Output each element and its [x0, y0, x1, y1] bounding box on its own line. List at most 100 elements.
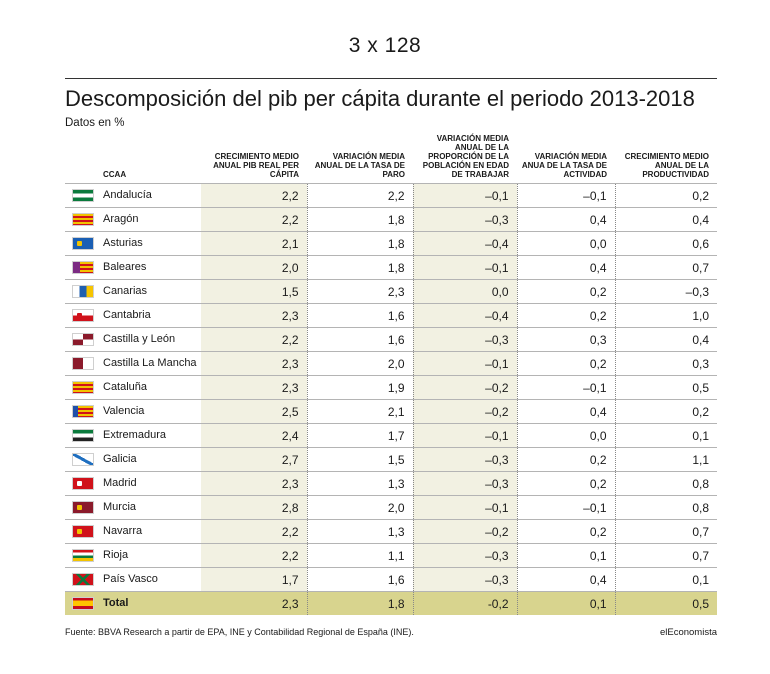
productividad-cell: 0,7 — [614, 519, 717, 544]
actividad-cell: 0,0 — [516, 231, 615, 256]
pib-per-capita-cell: 2,3 — [201, 351, 307, 376]
header-ccaa: CCAA — [103, 170, 127, 179]
table-row: Castilla y León 2,2 1,6 –0,3 0,3 0,4 — [65, 327, 717, 352]
region-cell: Murcia — [65, 495, 201, 520]
region-name: Valencia — [103, 405, 145, 417]
productividad-cell: 0,5 — [614, 591, 717, 615]
tasa-paro-cell: 1,3 — [306, 471, 413, 496]
actividad-cell: 0,4 — [516, 567, 615, 592]
actividad-cell: 0,3 — [516, 327, 615, 352]
actividad-cell: 0,2 — [516, 519, 615, 544]
productividad-cell: 0,4 — [614, 327, 717, 352]
region-cell: Galicia — [65, 447, 201, 472]
poblacion-cell: –0,3 — [412, 471, 517, 496]
region-cell: Castilla La Mancha — [65, 351, 201, 376]
tasa-paro-cell: 1,9 — [306, 375, 413, 400]
top-rule — [65, 78, 717, 79]
productividad-cell: 0,7 — [614, 255, 717, 280]
actividad-cell: 0,1 — [516, 591, 615, 615]
region-name: Castilla La Mancha — [103, 357, 197, 369]
pib-per-capita-cell: 2,3 — [201, 303, 307, 328]
rioja-flag-icon — [72, 549, 94, 562]
tasa-paro-cell: 1,8 — [306, 231, 413, 256]
tasa-paro-cell: 2,3 — [306, 279, 413, 304]
region-cell: Andalucía — [65, 183, 201, 208]
actividad-cell: –0,1 — [516, 375, 615, 400]
table-row: Castilla La Mancha 2,3 2,0 –0,1 0,2 0,3 — [65, 351, 717, 376]
pib-per-capita-cell: 2,8 — [201, 495, 307, 520]
cataluna-flag-icon — [72, 381, 94, 394]
actividad-cell: 0,4 — [516, 399, 615, 424]
header-tasa-actividad: VARIACIÓN MEDIA ANUA DE LA TASA DE ACTIV… — [521, 152, 607, 179]
productividad-cell: 0,6 — [614, 231, 717, 256]
poblacion-cell: –0,4 — [412, 231, 517, 256]
region-cell: Extremadura — [65, 423, 201, 448]
poblacion-cell: 0,0 — [412, 279, 517, 304]
region-cell: Cantabria — [65, 303, 201, 328]
header-productividad: CRECIMIENTO MEDIO ANUAL DE LA PRODUCTIVI… — [624, 152, 709, 179]
region-name: Baleares — [103, 261, 147, 273]
region-name: Canarias — [103, 285, 148, 297]
source-note: Fuente: BBVA Research a partir de EPA, I… — [65, 627, 414, 637]
header-pib-per-capita: CRECIMIENTO MEDIO ANUAL PIB REAL PER CÁP… — [213, 152, 299, 179]
madrid-flag-icon — [72, 477, 94, 490]
aragon-flag-icon — [72, 213, 94, 226]
pib-per-capita-cell: 2,3 — [201, 591, 307, 615]
region-cell: Madrid — [65, 471, 201, 496]
galicia-flag-icon — [72, 453, 94, 466]
productividad-cell: 1,1 — [614, 447, 717, 472]
pais-vasco-flag-icon — [72, 573, 94, 586]
pib-per-capita-cell: 2,2 — [201, 519, 307, 544]
region-name: Cataluña — [103, 381, 148, 393]
actividad-cell: –0,1 — [516, 183, 615, 208]
pib-per-capita-cell: 2,3 — [201, 375, 307, 400]
region-cell: Asturias — [65, 231, 201, 256]
tasa-paro-cell: 2,1 — [306, 399, 413, 424]
table-row: Andalucía 2,2 2,2 –0,1 –0,1 0,2 — [65, 183, 717, 208]
poblacion-cell: –0,1 — [412, 423, 517, 448]
pib-per-capita-cell: 2,3 — [201, 471, 307, 496]
region-cell: Total — [65, 591, 201, 615]
espana-flag-icon — [72, 597, 94, 610]
region-cell: Rioja — [65, 543, 201, 568]
table-row: Cataluña 2,3 1,9 –0,2 –0,1 0,5 — [65, 375, 717, 400]
table-row: Galicia 2,7 1,5 –0,3 0,2 1,1 — [65, 447, 717, 472]
poblacion-cell: –0,3 — [412, 327, 517, 352]
region-cell: Aragón — [65, 207, 201, 232]
productividad-cell: 0,4 — [614, 207, 717, 232]
region-name: Castilla y León — [103, 333, 176, 345]
region-cell: Navarra — [65, 519, 201, 544]
region-cell: Canarias — [65, 279, 201, 304]
pib-per-capita-cell: 1,5 — [201, 279, 307, 304]
actividad-cell: 0,2 — [516, 447, 615, 472]
actividad-cell: 0,4 — [516, 255, 615, 280]
page-subtitle: Datos en % — [65, 117, 125, 129]
pib-per-capita-cell: 2,2 — [201, 327, 307, 352]
productividad-cell: 0,8 — [614, 495, 717, 520]
productividad-cell: 1,0 — [614, 303, 717, 328]
actividad-cell: 0,0 — [516, 423, 615, 448]
poblacion-cell: –0,3 — [412, 207, 517, 232]
poblacion-cell: –0,1 — [412, 351, 517, 376]
actividad-cell: 0,2 — [516, 351, 615, 376]
pib-per-capita-cell: 2,2 — [201, 543, 307, 568]
region-name: Asturias — [103, 237, 143, 249]
tasa-paro-cell: 2,0 — [306, 495, 413, 520]
poblacion-cell: –0,1 — [412, 255, 517, 280]
tasa-paro-cell: 1,6 — [306, 567, 413, 592]
tasa-paro-cell: 1,3 — [306, 519, 413, 544]
region-name: Murcia — [103, 501, 137, 513]
region-cell: País Vasco — [65, 567, 201, 592]
table-row: Asturias 2,1 1,8 –0,4 0,0 0,6 — [65, 231, 717, 256]
region-cell: Castilla y León — [65, 327, 201, 352]
asturias-flag-icon — [72, 237, 94, 250]
region-name: Navarra — [103, 525, 143, 537]
tasa-paro-cell: 1,6 — [306, 327, 413, 352]
productividad-cell: –0,3 — [614, 279, 717, 304]
poblacion-cell: -0,2 — [412, 591, 517, 615]
pib-per-capita-cell: 2,0 — [201, 255, 307, 280]
region-name: Galicia — [103, 453, 137, 465]
table-row: Murcia 2,8 2,0 –0,1 –0,1 0,8 — [65, 495, 717, 520]
header-poblacion-edad-trabajar: VARIACIÓN MEDIA ANUAL DE LA PROPORCIÓN D… — [422, 134, 509, 179]
pib-per-capita-cell: 1,7 — [201, 567, 307, 592]
